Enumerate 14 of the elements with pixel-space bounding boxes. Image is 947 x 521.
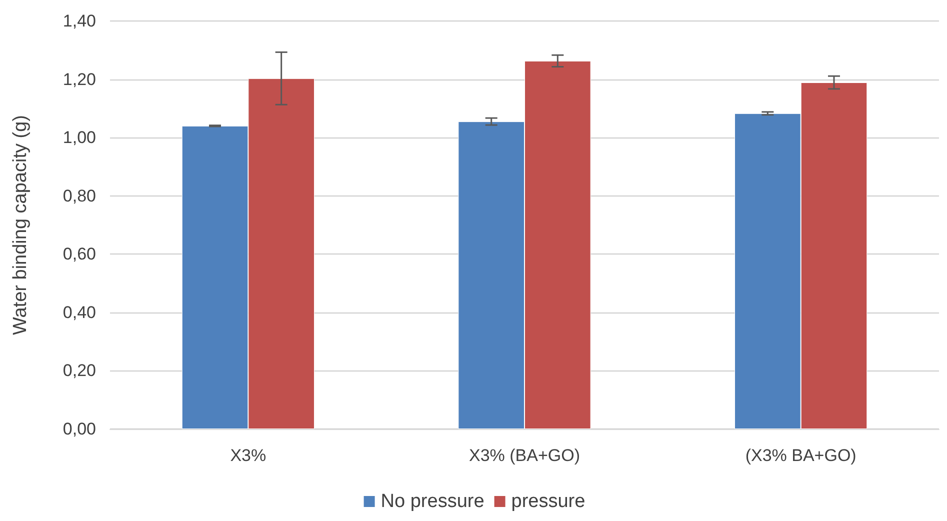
x-tick-label: X3% (BA+GO) [468,446,580,465]
y-tick-label: 1,00 [62,128,96,148]
y-axis-title: Water binding capacity (g) [10,114,31,336]
x-tick-label: X3% [230,446,266,465]
legend-label: pressure [511,491,586,512]
y-tick-label: 1,40 [62,12,96,30]
y-tick-label: 1,20 [62,70,96,89]
y-tick-label: 0,60 [62,244,96,264]
y-tick-label: 0,20 [62,361,96,380]
y-tick-label: 0,40 [62,302,96,322]
y-tick-label: 0,00 [62,420,96,438]
y-tick-label: 0,80 [62,186,96,206]
x-tick-label: (X3% BA+GO) [745,446,856,465]
legend-label: No pressure [380,491,484,512]
